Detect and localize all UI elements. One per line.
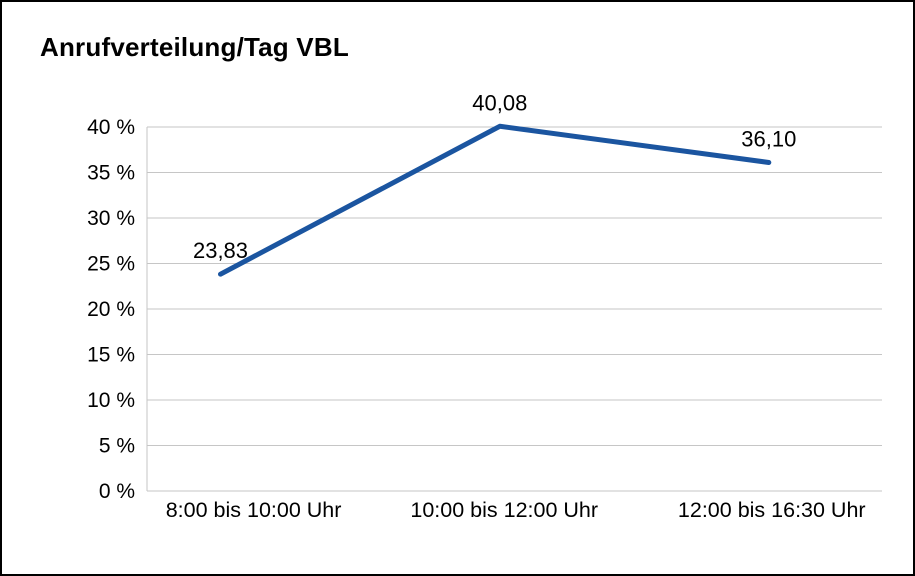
value-label: 23,83 [193,238,248,263]
y-tick-label: 25 % [87,253,135,276]
data-line [218,123,772,277]
y-tick-label: 30 % [87,207,135,230]
x-tick-label: 8:00 bis 10:00 Uhr [166,498,342,522]
value-label: 36,10 [741,126,796,151]
y-tick-label: 20 % [87,298,135,321]
y-tick-label: 5 % [99,435,135,458]
value-label: 40,08 [472,90,527,115]
chart-title: Anrufverteilung/Tag VBL [40,32,349,62]
y-tick-label: 0 % [99,480,135,503]
y-tick-label: 40 % [87,116,135,139]
y-tick-label: 35 % [87,162,135,185]
x-tick-label: 10:00 bis 12:00 Uhr [410,498,598,522]
y-tick-label: 10 % [87,389,135,412]
y-tick-label: 15 % [87,344,135,367]
x-tick-label: 12:00 bis 16:30 Uhr [678,498,866,522]
